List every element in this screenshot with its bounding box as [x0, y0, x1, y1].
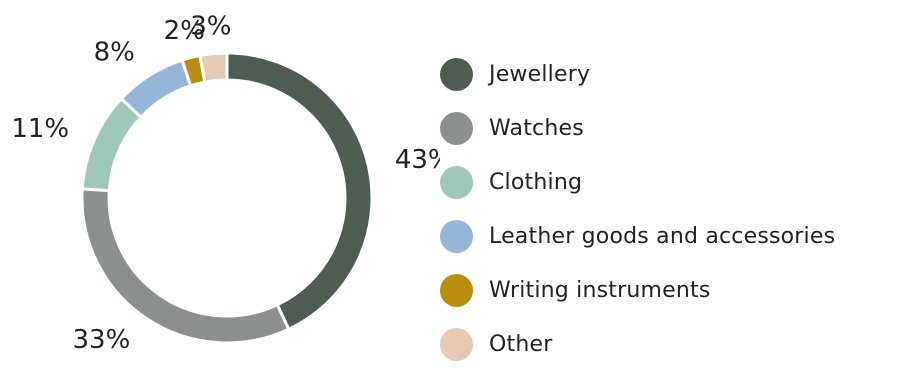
- slice-jewellery: [225, 51, 374, 332]
- legend-label: Other: [489, 331, 553, 357]
- data-label-clothing: 11%: [11, 114, 69, 144]
- data-label-writing-instruments: 2%: [164, 16, 205, 46]
- legend-item-writing-instruments: Writing instruments: [440, 263, 835, 317]
- legend-label: Writing instruments: [489, 277, 711, 303]
- legend-label: Jewellery: [489, 61, 591, 87]
- data-label-jewellery: 43%: [395, 145, 440, 175]
- data-label-leather-goods-and-accessories: 8%: [94, 37, 135, 67]
- legend-swatch: [440, 327, 473, 361]
- slice-leather-goods-and-accessories: [119, 58, 193, 120]
- chart-legend: Jewellery Watches Clothing Leather goods an…: [440, 47, 835, 371]
- legend-label: Leather goods and accessories: [489, 223, 836, 249]
- legend-swatch: [440, 219, 473, 253]
- legend-swatch: [440, 111, 473, 145]
- legend-swatch: [440, 57, 473, 91]
- legend-item-watches: Watches: [440, 101, 835, 155]
- slice-watches: [80, 187, 291, 345]
- slice-other: [198, 51, 229, 84]
- legend-label: Watches: [489, 115, 584, 141]
- legend-swatch: [440, 273, 473, 307]
- legend-swatch: [440, 165, 473, 199]
- slice-clothing: [80, 96, 144, 193]
- donut-chart: 43% 33% 11% 8% 2%3%: [11, 11, 440, 354]
- legend-item-jewellery: Jewellery: [440, 47, 835, 101]
- legend-item-other: Other: [440, 317, 835, 371]
- data-label-other: 3%: [190, 11, 231, 41]
- legend-item-leather-goods-and-accessories: Leather goods and accessories: [440, 209, 835, 263]
- legend-item-clothing: Clothing: [440, 155, 835, 209]
- legend-label: Clothing: [489, 169, 583, 195]
- data-label-watches: 33%: [73, 325, 131, 354]
